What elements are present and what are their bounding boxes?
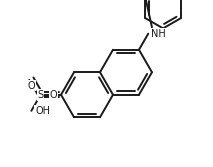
Text: S: S (37, 90, 44, 100)
Text: NH: NH (151, 29, 166, 39)
Text: O: O (50, 90, 57, 100)
Text: O: O (27, 80, 35, 91)
Text: OH: OH (35, 106, 50, 116)
